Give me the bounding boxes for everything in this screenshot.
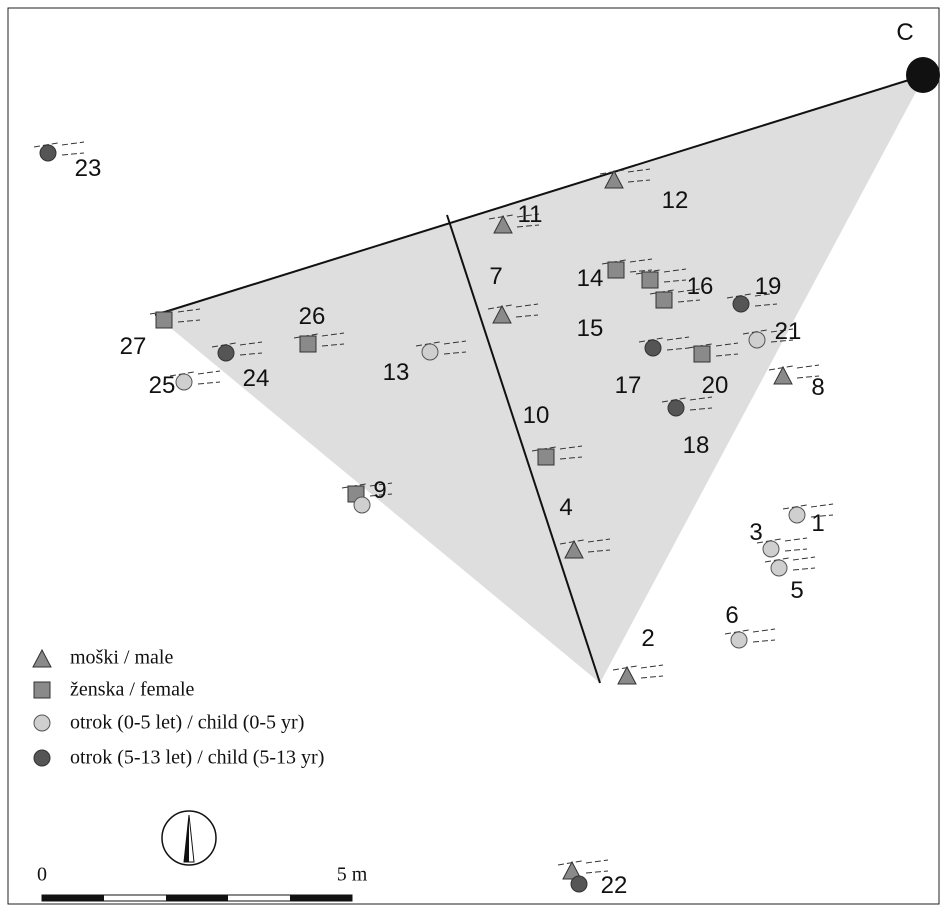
burial-number: 14 — [577, 265, 604, 292]
burials: 1234567891011121314151617181920212223242… — [33, 141, 834, 899]
skeleton-sketch — [612, 664, 664, 679]
legend-label: otrok (0-5 let) / child (0-5 yr) — [70, 712, 304, 734]
child-young-marker — [748, 331, 766, 349]
female-marker — [693, 345, 711, 363]
male-marker — [617, 665, 637, 685]
burial-number: 8 — [811, 374, 824, 401]
female-marker — [641, 271, 659, 289]
child-old-marker — [570, 875, 588, 893]
skeleton-sketch — [557, 859, 609, 874]
burial-number: 16 — [687, 273, 714, 300]
legend-label: otrok (5-13 let) / child (5-13 yr) — [70, 747, 324, 769]
legend-symbol — [32, 648, 52, 668]
legend-label: ženska / female — [70, 679, 194, 701]
child-young-marker — [730, 631, 748, 649]
male-marker — [492, 304, 512, 324]
burial-number: 10 — [523, 402, 550, 429]
burial-number: 24 — [243, 365, 270, 392]
sector-line — [446, 214, 601, 684]
burial-number: 21 — [775, 318, 802, 345]
legend: moški / male ženska / female otrok (0-5 … — [32, 647, 324, 769]
burial-number: 17 — [615, 372, 642, 399]
scale-label: 5 m — [337, 864, 368, 886]
burial-number: 4 — [559, 494, 572, 521]
burial-number: 12 — [662, 187, 689, 214]
child-young-marker — [175, 373, 193, 391]
skeleton-sketch — [487, 303, 539, 318]
burial-number: 11 — [518, 201, 543, 228]
female-marker — [537, 448, 555, 466]
burial-number: 26 — [299, 303, 326, 330]
scale-segment — [290, 895, 352, 901]
skeleton-sketch — [488, 213, 540, 228]
child-old-marker — [667, 399, 685, 417]
child-young-marker — [788, 506, 806, 524]
male-marker — [604, 169, 624, 189]
burial-number: 27 — [120, 333, 147, 360]
scale-segment — [166, 895, 228, 901]
sector-area — [155, 75, 925, 683]
legend-symbol — [33, 749, 51, 767]
child-old-marker — [644, 339, 662, 357]
male-marker — [564, 539, 584, 559]
skeleton-sketch — [559, 538, 611, 553]
female-marker — [607, 261, 625, 279]
burial-number: 7 — [489, 263, 502, 290]
male-marker — [773, 365, 793, 385]
corner-label: C — [896, 19, 913, 46]
male-marker — [562, 860, 582, 880]
burial-number: 9 — [373, 477, 386, 504]
child-young-marker — [353, 496, 371, 514]
north-arrow — [161, 810, 217, 866]
scale-label: 0 — [37, 864, 47, 886]
burial-number: 19 — [755, 273, 782, 300]
legend-symbol — [33, 714, 51, 732]
legend-symbol — [33, 681, 51, 699]
scale-segment — [42, 895, 104, 901]
sector-line — [154, 74, 926, 316]
burial-number: 13 — [383, 359, 410, 386]
burial-number: 23 — [75, 155, 102, 182]
burial-number: 2 — [641, 625, 654, 652]
skeleton-sketch — [599, 168, 651, 183]
child-young-marker — [770, 559, 788, 577]
burial-number: 3 — [749, 519, 762, 546]
child-old-marker — [732, 295, 750, 313]
burial-number: 15 — [577, 315, 604, 342]
skeleton-sketch — [768, 364, 820, 379]
burial-number: 25 — [149, 372, 176, 399]
child-old-marker — [217, 344, 235, 362]
child-young-marker — [421, 343, 439, 361]
burial-number: 18 — [683, 432, 710, 459]
female-marker — [155, 311, 173, 329]
child-old-marker — [39, 144, 57, 162]
child-young-marker — [762, 540, 780, 558]
female-marker — [655, 291, 673, 309]
female-marker — [299, 335, 317, 353]
center-point — [906, 57, 940, 93]
scale-bar: 0 5 m — [37, 864, 368, 902]
burial-number: 1 — [811, 510, 824, 537]
burial-number: 20 — [702, 372, 729, 399]
burial-number: 5 — [790, 577, 803, 604]
burial-number: 22 — [601, 872, 628, 899]
burial-number: 6 — [725, 602, 738, 629]
north-needle — [184, 815, 189, 862]
legend-label: moški / male — [70, 647, 173, 669]
male-marker — [493, 214, 513, 234]
